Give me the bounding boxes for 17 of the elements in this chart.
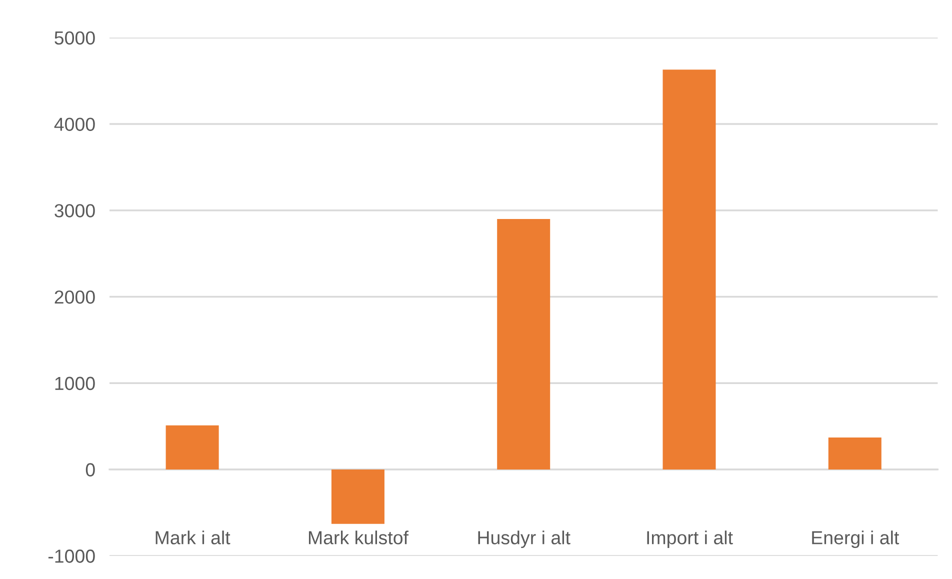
bar <box>497 219 550 470</box>
bar <box>662 70 716 470</box>
bar <box>166 425 219 470</box>
y-tick-label: -1000 <box>48 550 95 563</box>
y-tick-label: 3000 <box>54 204 95 218</box>
y-tick-label: 2000 <box>54 290 95 304</box>
x-tick-label: Import i alt <box>647 530 733 548</box>
x-tick-label: Mark i alt <box>156 530 230 544</box>
y-tick-label: 1000 <box>55 376 95 390</box>
x-tick-label: Mark kulstof <box>308 530 409 544</box>
y-tick-label: 4000 <box>54 118 95 131</box>
x-tick-label: Energi i alt <box>812 530 900 548</box>
y-tick-label: 5000 <box>54 31 95 45</box>
x-tick-label: Husdyr i alt <box>478 530 570 548</box>
bar <box>331 469 384 524</box>
y-tick-label: 0 <box>86 463 95 476</box>
bar <box>828 438 882 470</box>
